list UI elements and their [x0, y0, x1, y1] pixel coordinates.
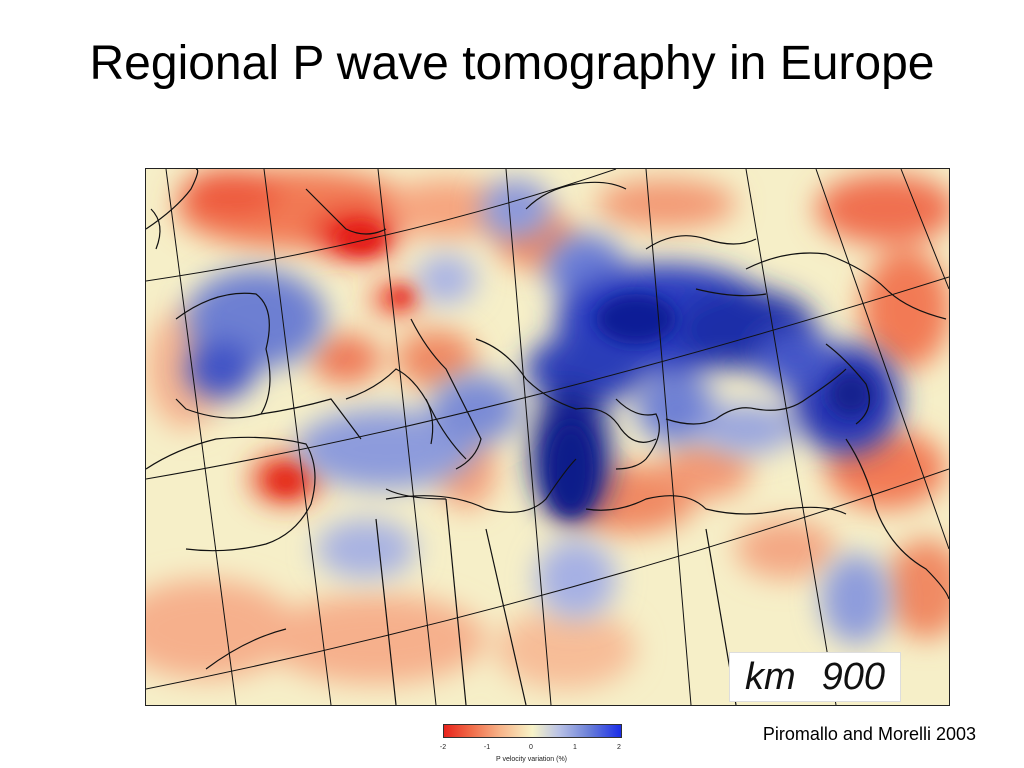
tomography-map-svg — [146, 169, 949, 705]
tomography-map: km 900 — [145, 168, 950, 706]
citation: Piromallo and Morelli 2003 — [762, 724, 976, 744]
slow-anomalies — [146, 169, 949, 689]
depth-value: 900 — [821, 656, 886, 698]
depth-unit: km — [744, 656, 796, 698]
velocity-colorbar — [443, 724, 622, 738]
slide-title: Regional P wave tomography in Europe — [89, 37, 935, 90]
graticule-lines — [146, 169, 949, 705]
coastlines — [146, 169, 949, 705]
colorbar-tick: 0 — [529, 744, 533, 751]
colorbar-ticks: -2 -1 0 1 2 — [439, 744, 622, 754]
colorbar-tick: -1 — [483, 744, 491, 751]
colorbar-tick: -2 — [439, 744, 447, 751]
depth-label: km 900 — [729, 652, 901, 702]
colorbar-tick: 2 — [617, 744, 621, 751]
colorbar-label: P velocity variation (%) — [495, 756, 568, 763]
strong-anomaly-cores — [270, 225, 873, 514]
colorbar-tick: 1 — [573, 744, 577, 751]
